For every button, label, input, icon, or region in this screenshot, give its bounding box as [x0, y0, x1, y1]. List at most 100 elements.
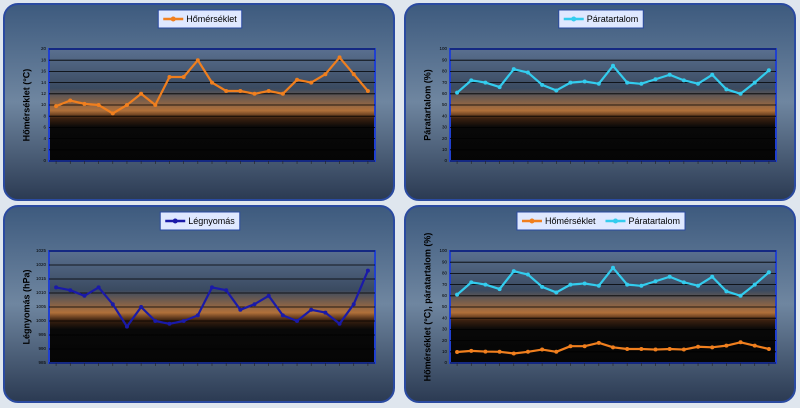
data-point: [224, 288, 229, 293]
data-point: [667, 347, 672, 351]
y-tick-label: 60: [442, 91, 448, 96]
legend-marker: [529, 218, 535, 224]
data-point: [596, 340, 601, 345]
data-point: [568, 80, 573, 85]
y-tick-label: 18: [41, 57, 47, 62]
data-point: [582, 79, 587, 84]
data-point: [309, 307, 314, 312]
y-tick-label: 1025: [36, 248, 47, 253]
legend-marker: [571, 16, 577, 22]
legend-box: [558, 9, 644, 29]
y-tick-label: 0: [444, 360, 447, 365]
data-point: [54, 285, 59, 290]
data-point: [110, 111, 115, 116]
data-point: [681, 78, 686, 83]
y-tick-label: 80: [442, 271, 448, 276]
y-tick-label: 6: [43, 125, 46, 130]
data-point: [525, 272, 530, 277]
data-point: [82, 101, 87, 106]
data-point: [96, 285, 101, 290]
data-point: [724, 289, 729, 294]
y-tick-label: 990: [38, 346, 46, 351]
data-point: [710, 72, 715, 77]
legend-item: Páratartalom: [563, 14, 639, 24]
data-point: [540, 347, 545, 352]
y-tick-label: 995: [38, 332, 46, 337]
data-point: [252, 302, 257, 307]
data-point: [611, 265, 615, 270]
y-tick-label: 70: [442, 80, 448, 85]
legend-box: [516, 211, 686, 231]
y-axis-title: Hőmérséklet (°C), páratartalom (%): [422, 233, 432, 382]
data-point: [681, 280, 686, 285]
data-point: [365, 268, 370, 273]
y-tick-label: 30: [442, 125, 448, 130]
y-tick-label: 50: [442, 304, 448, 309]
data-point: [752, 282, 757, 287]
data-point: [724, 343, 729, 348]
legend-item: Légnyomás: [165, 216, 235, 226]
legend-item: Hőmérséklet: [163, 14, 237, 24]
legend-box: [157, 9, 243, 29]
data-point: [266, 293, 271, 298]
legend-label: Páratartalom: [587, 14, 639, 24]
data-point: [639, 283, 644, 288]
y-tick-label: 60: [442, 293, 448, 298]
data-point: [280, 91, 285, 96]
data-point: [611, 63, 615, 68]
data-point: [497, 349, 502, 354]
y-axis-title: Páratartalom (%): [422, 69, 432, 141]
data-point: [596, 283, 601, 288]
data-point: [653, 347, 658, 352]
data-point: [455, 90, 460, 95]
data-point: [295, 319, 300, 323]
data-point: [681, 347, 686, 352]
data-point: [266, 89, 271, 93]
y-tick-label: 1015: [36, 276, 47, 281]
data-point: [511, 67, 516, 72]
data-point: [511, 269, 516, 274]
y-axis-title: Légnyomás (hPa): [21, 269, 31, 344]
legend-marker: [170, 16, 176, 22]
data-point: [54, 104, 59, 109]
data-point: [110, 302, 115, 307]
data-point: [738, 293, 743, 298]
data-point: [455, 350, 460, 355]
data-point: [625, 80, 630, 85]
data-point: [766, 68, 771, 73]
y-tick-label: 8: [43, 113, 46, 118]
data-point: [167, 321, 172, 326]
data-point: [483, 349, 488, 354]
data-point: [181, 319, 186, 323]
y-tick-label: 10: [442, 147, 448, 152]
legend-label: Légnyomás: [188, 216, 235, 226]
y-tick-label: 20: [41, 46, 47, 51]
y-axis-title: Hőmérséklet (°C): [21, 69, 31, 142]
legend: Hőmérséklet: [157, 9, 243, 29]
data-point: [540, 82, 545, 87]
y-tick-label: 80: [442, 69, 448, 74]
y-tick-label: 40: [442, 113, 448, 118]
data-point: [766, 347, 771, 351]
data-point: [696, 344, 701, 349]
legend-item: Páratartalom: [605, 216, 680, 226]
data-point: [511, 351, 516, 356]
data-point: [337, 321, 342, 326]
y-tick-label: 40: [442, 315, 448, 320]
data-point: [554, 88, 559, 93]
data-point: [582, 281, 587, 286]
y-tick-label: 90: [442, 57, 448, 62]
data-point: [309, 80, 314, 85]
data-point: [554, 290, 559, 295]
data-point: [752, 343, 757, 348]
legend: Hőmérséklet Páratartalom: [516, 211, 686, 231]
data-point: [667, 274, 672, 279]
data-point: [710, 345, 715, 350]
data-point: [96, 103, 101, 107]
data-point: [238, 307, 243, 312]
data-point: [351, 302, 356, 307]
data-point: [497, 287, 502, 292]
data-point: [469, 280, 474, 285]
y-tick-label: 2: [43, 147, 46, 152]
